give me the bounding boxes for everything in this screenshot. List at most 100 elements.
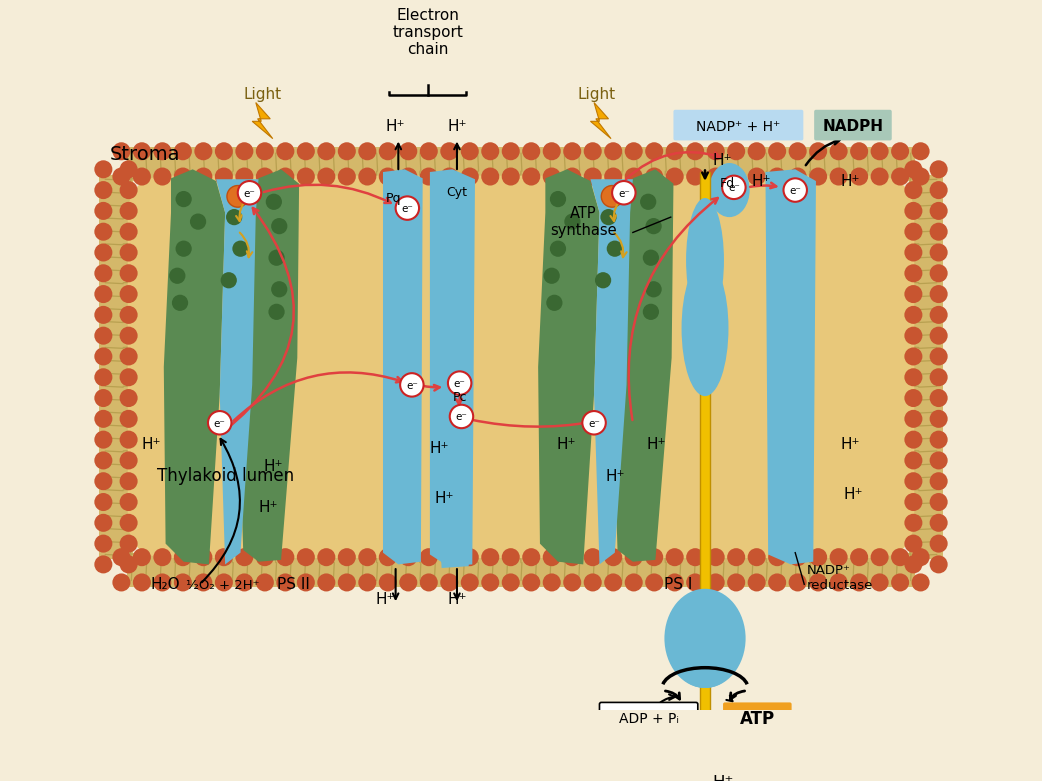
Circle shape	[95, 430, 113, 448]
Circle shape	[227, 186, 249, 207]
Circle shape	[379, 548, 397, 566]
Circle shape	[226, 209, 243, 225]
Circle shape	[929, 306, 947, 324]
Circle shape	[297, 573, 315, 591]
Circle shape	[564, 167, 581, 186]
Circle shape	[358, 548, 376, 566]
Circle shape	[645, 573, 663, 591]
Circle shape	[120, 389, 138, 407]
Circle shape	[120, 285, 138, 303]
Text: e⁻: e⁻	[618, 189, 629, 198]
Circle shape	[687, 548, 704, 566]
Circle shape	[929, 223, 947, 241]
Circle shape	[256, 142, 274, 160]
Circle shape	[645, 167, 663, 186]
Circle shape	[120, 160, 138, 178]
Circle shape	[584, 167, 601, 186]
Text: H⁺: H⁺	[263, 459, 282, 475]
Circle shape	[318, 548, 336, 566]
Ellipse shape	[665, 589, 746, 688]
Circle shape	[95, 223, 113, 241]
Circle shape	[929, 410, 947, 428]
Circle shape	[904, 493, 922, 511]
Text: Cyt: Cyt	[446, 187, 468, 199]
Circle shape	[113, 548, 130, 566]
Text: e⁻: e⁻	[244, 189, 255, 198]
Circle shape	[810, 142, 827, 160]
Circle shape	[153, 167, 171, 186]
Circle shape	[120, 534, 138, 553]
Circle shape	[904, 348, 922, 366]
Circle shape	[584, 142, 601, 160]
Circle shape	[235, 142, 253, 160]
Circle shape	[612, 181, 636, 205]
Circle shape	[748, 167, 766, 186]
Text: Pc: Pc	[452, 391, 467, 404]
Text: H⁺: H⁺	[605, 469, 625, 483]
Circle shape	[904, 451, 922, 469]
Circle shape	[850, 548, 868, 566]
Circle shape	[174, 573, 192, 591]
Circle shape	[604, 142, 622, 160]
Text: e⁻: e⁻	[214, 419, 226, 429]
Text: H⁺: H⁺	[840, 437, 860, 452]
Circle shape	[727, 573, 745, 591]
Circle shape	[441, 167, 458, 186]
Text: H₂O: H₂O	[150, 576, 180, 592]
Circle shape	[891, 142, 909, 160]
Circle shape	[565, 213, 580, 230]
Circle shape	[912, 573, 929, 591]
Circle shape	[338, 167, 355, 186]
Circle shape	[396, 196, 419, 219]
Circle shape	[502, 548, 520, 566]
Text: e⁻: e⁻	[455, 412, 468, 423]
Circle shape	[687, 573, 704, 591]
Circle shape	[904, 368, 922, 387]
Circle shape	[666, 142, 684, 160]
Text: H⁺: H⁺	[142, 437, 160, 452]
Circle shape	[871, 167, 889, 186]
Text: H⁺: H⁺	[430, 441, 449, 456]
Circle shape	[208, 411, 231, 434]
Circle shape	[379, 167, 397, 186]
Circle shape	[904, 410, 922, 428]
Circle shape	[175, 191, 192, 207]
Polygon shape	[164, 169, 225, 565]
Circle shape	[829, 142, 847, 160]
Circle shape	[120, 306, 138, 324]
Circle shape	[595, 272, 612, 288]
Circle shape	[297, 548, 315, 566]
Text: e⁻: e⁻	[406, 381, 418, 390]
Circle shape	[748, 573, 766, 591]
Text: e⁻: e⁻	[789, 186, 801, 196]
Ellipse shape	[686, 198, 724, 323]
Text: H⁺: H⁺	[713, 153, 731, 168]
Circle shape	[195, 573, 213, 591]
Circle shape	[195, 548, 213, 566]
Circle shape	[748, 142, 766, 160]
Circle shape	[450, 405, 473, 428]
Circle shape	[95, 326, 113, 344]
Text: H⁺: H⁺	[713, 774, 734, 781]
Circle shape	[95, 306, 113, 324]
Circle shape	[789, 573, 807, 591]
Circle shape	[153, 142, 171, 160]
Circle shape	[338, 142, 355, 160]
Circle shape	[441, 548, 458, 566]
Bar	[99, 175, 133, 559]
Circle shape	[95, 389, 113, 407]
Text: H⁺: H⁺	[435, 491, 454, 506]
Circle shape	[379, 573, 397, 591]
Circle shape	[441, 142, 458, 160]
Circle shape	[768, 548, 786, 566]
Circle shape	[215, 548, 232, 566]
Circle shape	[929, 160, 947, 178]
Circle shape	[95, 285, 113, 303]
Circle shape	[904, 160, 922, 178]
Circle shape	[748, 548, 766, 566]
Circle shape	[645, 218, 662, 234]
Circle shape	[502, 167, 520, 186]
Circle shape	[904, 473, 922, 490]
Circle shape	[929, 430, 947, 448]
Circle shape	[584, 548, 601, 566]
